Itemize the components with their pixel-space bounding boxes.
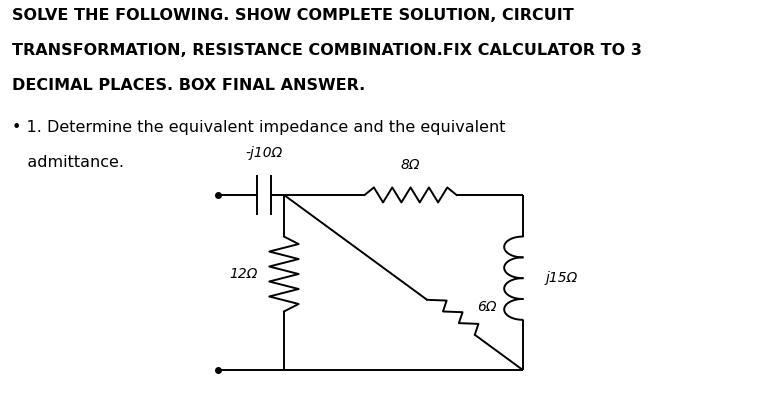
Text: -j10Ω: -j10Ω bbox=[246, 146, 283, 160]
Text: DECIMAL PLACES. BOX FINAL ANSWER.: DECIMAL PLACES. BOX FINAL ANSWER. bbox=[12, 78, 366, 93]
Text: 6Ω: 6Ω bbox=[477, 300, 496, 314]
Text: j15Ω: j15Ω bbox=[546, 271, 578, 285]
Text: 8Ω: 8Ω bbox=[401, 158, 420, 172]
Text: admittance.: admittance. bbox=[12, 155, 125, 171]
Text: TRANSFORMATION, RESISTANCE COMBINATION.FIX CALCULATOR TO 3: TRANSFORMATION, RESISTANCE COMBINATION.F… bbox=[12, 43, 642, 58]
Text: 12Ω: 12Ω bbox=[229, 267, 258, 281]
Text: • 1. Determine the equivalent impedance and the equivalent: • 1. Determine the equivalent impedance … bbox=[12, 120, 506, 135]
Text: SOLVE THE FOLLOWING. SHOW COMPLETE SOLUTION, CIRCUIT: SOLVE THE FOLLOWING. SHOW COMPLETE SOLUT… bbox=[12, 8, 574, 23]
